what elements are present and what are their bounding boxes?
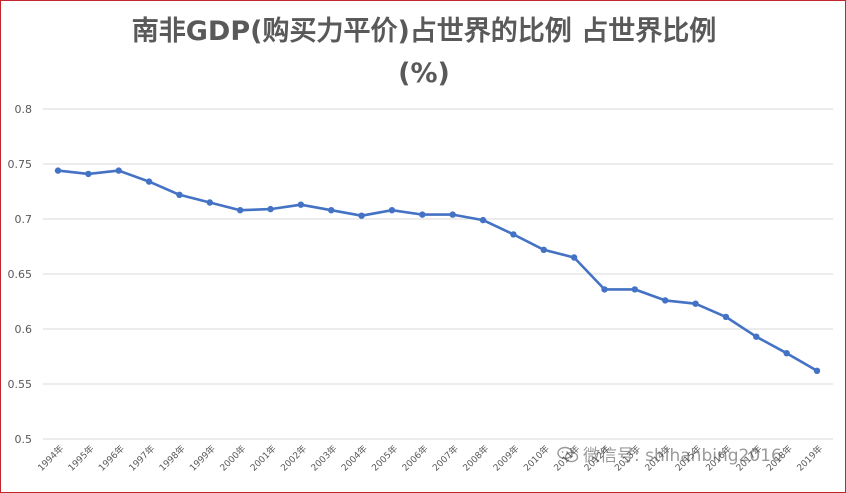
- series-line: [57, 169, 818, 372]
- x-tick-label: 2008年: [460, 443, 491, 474]
- x-tick-label: 2003年: [308, 443, 339, 474]
- data-point: [479, 216, 487, 224]
- watermark-text: 微信号: shihanbing2016: [583, 446, 782, 466]
- x-tick-label: 1995年: [65, 443, 96, 474]
- y-tick-label: 0.65: [8, 268, 33, 281]
- y-tick-label: 0.75: [8, 158, 33, 171]
- data-point: [570, 254, 578, 261]
- data-series: [54, 167, 821, 374]
- data-point: [753, 333, 760, 340]
- data-point: [267, 205, 274, 213]
- data-point: [297, 201, 305, 208]
- data-point: [236, 207, 244, 214]
- y-tick-label: 0.6: [15, 323, 33, 336]
- data-point: [722, 313, 730, 321]
- data-point: [692, 300, 699, 307]
- x-tick-label: 2005年: [369, 443, 400, 474]
- data-point: [601, 286, 608, 293]
- chart-title-line1: 南非GDP(购买力平价)占世界的比例 占世界比例: [131, 16, 717, 47]
- data-point: [449, 211, 456, 218]
- data-point: [176, 191, 183, 198]
- y-tick-label: 0.55: [8, 378, 33, 391]
- data-point: [388, 207, 396, 214]
- y-tick-label: 0.7: [15, 213, 33, 226]
- x-tick-label: 2001年: [248, 443, 279, 474]
- data-point: [631, 286, 639, 293]
- gridlines: [43, 108, 833, 440]
- y-tick-label: 0.5: [15, 433, 33, 446]
- y-axis-ticks: 0.5 0.55 0.6 0.65 0.7 0.75 0.8: [8, 103, 33, 446]
- x-tick-label: 1994年: [35, 443, 66, 474]
- chart-title: 南非GDP(购买力平价)占世界的比例 占世界比例 (%): [1, 11, 845, 95]
- chart-title-line2: (%): [398, 58, 450, 89]
- data-point: [662, 297, 669, 304]
- data-point: [145, 178, 153, 185]
- x-tick-label: 2004年: [339, 443, 370, 474]
- x-tick-label: 2010年: [521, 443, 552, 474]
- data-point: [115, 167, 122, 174]
- data-point: [54, 167, 62, 174]
- watermark: 微信号: shihanbing2016: [557, 441, 782, 466]
- x-tick-label: 1996年: [96, 443, 127, 474]
- x-tick-label: 2009年: [490, 443, 521, 474]
- data-point: [510, 231, 517, 238]
- x-tick-label: 2007年: [430, 443, 461, 474]
- data-point: [206, 199, 213, 206]
- data-point: [783, 350, 790, 357]
- data-point: [328, 207, 335, 214]
- wechat-icon: [557, 446, 579, 464]
- x-tick-label: 2000年: [217, 443, 248, 474]
- x-tick-label: 1998年: [157, 443, 188, 474]
- data-point: [85, 170, 92, 178]
- x-tick-label: 2006年: [399, 443, 430, 474]
- x-tick-label: 2002年: [278, 443, 309, 474]
- data-point: [419, 211, 426, 218]
- y-tick-label: 0.8: [15, 103, 33, 116]
- x-tick-label: 2019年: [794, 443, 825, 474]
- data-point: [358, 212, 365, 219]
- data-point: [540, 246, 547, 253]
- data-point: [813, 367, 821, 374]
- x-tick-label: 1997年: [126, 443, 157, 474]
- x-tick-label: 1999年: [187, 443, 218, 474]
